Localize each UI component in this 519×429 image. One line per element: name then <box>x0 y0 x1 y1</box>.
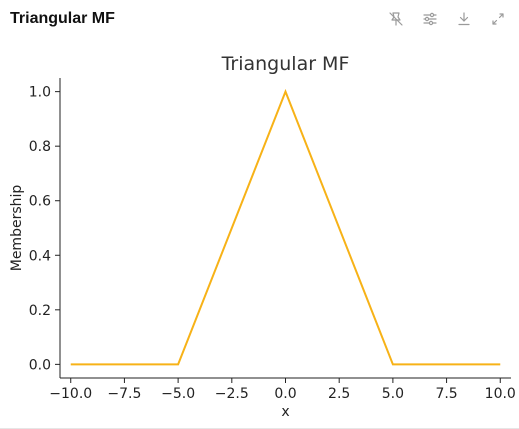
y-tick-label: 0.2 <box>29 303 51 319</box>
sliders-icon <box>423 12 437 26</box>
card-title: Triangular MF <box>10 10 115 27</box>
chart-title: Triangular MF <box>221 53 350 75</box>
expand-icon <box>492 13 504 25</box>
chart-axes: −10.0 −7.5 −5.0 −2.5 0.0 2.5 5.0 7.5 10.0 0.0 0.2 0… <box>29 78 516 402</box>
y-axis-label: Membership <box>9 185 25 272</box>
x-tick-label: −10.0 <box>49 386 92 402</box>
pin-off-icon <box>389 12 403 26</box>
x-tick-label: −5.0 <box>161 386 195 402</box>
download-button[interactable] <box>453 8 475 30</box>
y-tick-label: 0.4 <box>29 248 51 264</box>
filter-settings-button[interactable] <box>419 8 441 30</box>
y-tick-label: 0.8 <box>29 139 51 155</box>
y-tick-label: 0.0 <box>29 357 51 373</box>
chart-toolbar <box>373 8 509 30</box>
y-tick-label: 1.0 <box>29 85 51 101</box>
x-tick-label: 2.5 <box>328 386 350 402</box>
line-chart: Triangular MF x Membership −10.0 −7.5 −5.0… <box>9 53 516 420</box>
y-tick-label: 0.6 <box>29 194 51 210</box>
x-tick-label: 5.0 <box>382 386 404 402</box>
pin-off-button[interactable] <box>385 8 407 30</box>
x-tick-label: −7.5 <box>107 386 141 402</box>
x-tick-label: −2.5 <box>215 386 249 402</box>
download-icon <box>458 12 470 26</box>
x-axis-label: x <box>281 404 289 420</box>
series-line <box>70 88 501 366</box>
x-tick-label: 0.0 <box>274 386 296 402</box>
expand-button[interactable] <box>487 8 509 30</box>
x-tick-label: 10.0 <box>485 386 516 402</box>
x-tick-label: 7.5 <box>435 386 457 402</box>
series-layer <box>70 88 501 366</box>
